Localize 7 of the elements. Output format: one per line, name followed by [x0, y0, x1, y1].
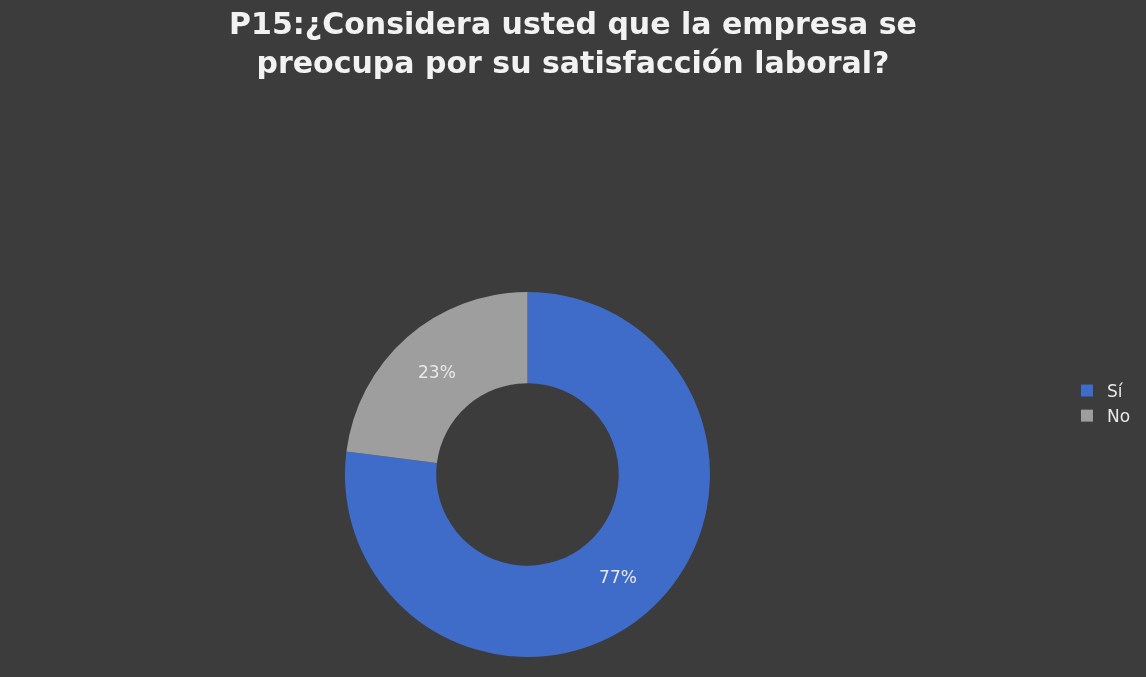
donut-slice — [346, 291, 528, 464]
data-label: 23% — [418, 361, 456, 382]
donut-slice — [344, 291, 710, 657]
chart-title: P15:¿Considera usted que la empresa se preocupa por su satisfacción laboral? — [229, 5, 917, 80]
data-label: 77% — [599, 567, 637, 588]
legend-label: No — [1106, 406, 1131, 427]
legend-label: Sí — [1106, 381, 1124, 402]
